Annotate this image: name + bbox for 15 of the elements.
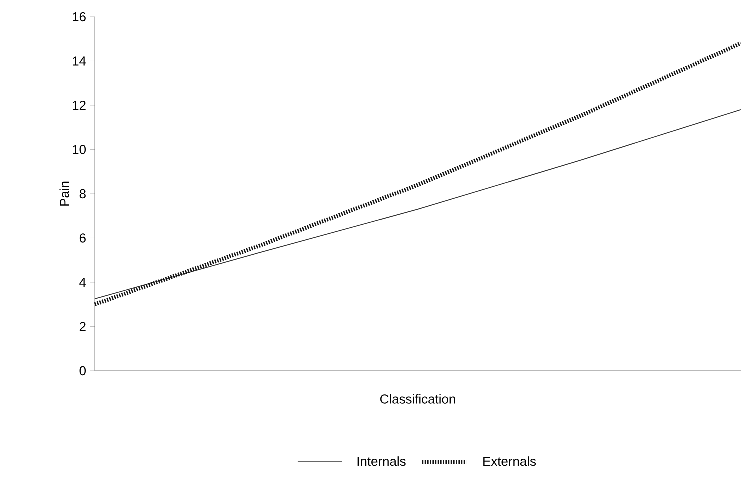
y-tick-label: 4 (80, 278, 86, 287)
line-series (94, 109, 741, 300)
y-tick-label: 8 (80, 189, 86, 199)
x-axis-title: Classification (380, 394, 456, 404)
y-tick-label: 10 (73, 145, 86, 154)
y-tick-label: 6 (80, 234, 86, 243)
y-tick-label: 14 (73, 56, 86, 66)
y-tick-label: 0 (80, 366, 86, 376)
y-tick-label: 2 (80, 322, 86, 332)
y-tick-label: 16 (73, 12, 86, 22)
line-series (93, 42, 741, 307)
y-tick-label: 12 (73, 100, 86, 110)
legend-label: Externals (484, 456, 536, 466)
y-axis-title: Pain (60, 182, 70, 206)
legend-label: Internals (358, 456, 406, 466)
